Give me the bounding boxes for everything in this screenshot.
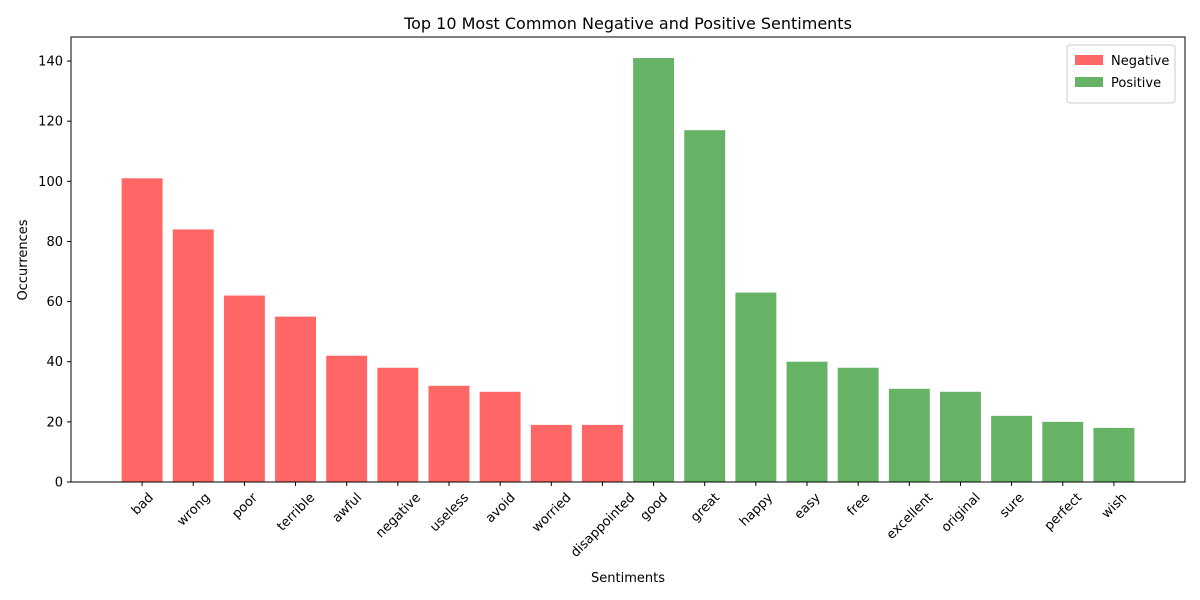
bar (377, 367, 419, 482)
bar (991, 415, 1033, 482)
bar (530, 424, 572, 482)
bar (684, 130, 726, 482)
y-axis-label: Occurrences (16, 219, 31, 300)
bar (428, 385, 470, 482)
bar (1093, 427, 1135, 482)
y-tick-label: 40 (46, 355, 63, 370)
bar (479, 391, 521, 482)
x-axis-label: Sentiments (591, 571, 665, 586)
y-tick-label: 120 (38, 115, 63, 130)
legend-swatch (1075, 77, 1103, 87)
bar (940, 391, 981, 482)
legend-label: Positive (1111, 76, 1161, 91)
bar (172, 229, 214, 482)
bar (275, 316, 316, 482)
axes-frame (70, 36, 1186, 483)
bar (888, 388, 930, 482)
legend-label: Negative (1111, 54, 1169, 69)
bar (1042, 421, 1084, 482)
y-tick-label: 20 (46, 415, 63, 430)
bar (633, 58, 675, 482)
y-tick-label: 140 (38, 55, 63, 70)
y-tick-label: 60 (46, 295, 63, 310)
y-tick-label: 0 (55, 476, 63, 491)
bar (326, 355, 368, 482)
bar (121, 178, 163, 482)
bar (735, 292, 777, 482)
bar (786, 361, 828, 482)
bar (581, 424, 623, 482)
chart-title: Top 10 Most Common Negative and Positive… (403, 14, 852, 33)
legend-swatch (1075, 55, 1103, 65)
y-tick-label: 100 (38, 175, 63, 190)
y-tick-label: 80 (46, 235, 63, 250)
bar (837, 367, 879, 482)
bar (223, 295, 265, 482)
